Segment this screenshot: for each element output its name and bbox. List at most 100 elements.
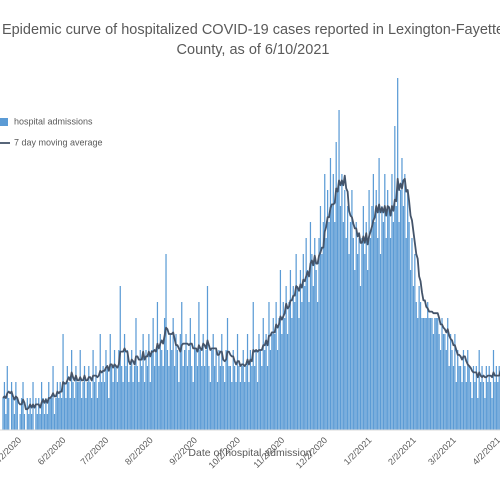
bar xyxy=(219,366,221,430)
bar xyxy=(435,318,437,430)
bar xyxy=(242,350,244,430)
bar xyxy=(367,270,369,430)
bar xyxy=(38,398,40,430)
bar xyxy=(136,366,139,430)
bar xyxy=(81,398,83,430)
bar xyxy=(49,398,51,430)
bar xyxy=(19,414,21,430)
bar xyxy=(355,222,357,430)
moving-average-line xyxy=(2,174,500,411)
bar xyxy=(214,366,216,430)
bar xyxy=(414,254,416,430)
bar xyxy=(51,398,53,430)
bar xyxy=(458,366,460,430)
bar xyxy=(141,366,143,430)
bar xyxy=(53,414,56,430)
bar xyxy=(166,350,169,430)
bar xyxy=(191,366,193,430)
bar xyxy=(146,366,149,430)
bar xyxy=(369,238,372,430)
bar xyxy=(52,366,54,430)
bar xyxy=(432,334,435,430)
bar xyxy=(162,366,164,430)
bar xyxy=(490,382,492,430)
bar xyxy=(315,270,317,430)
bar xyxy=(116,382,119,430)
bar xyxy=(278,318,280,430)
bar xyxy=(194,334,196,430)
bar xyxy=(391,174,393,430)
bar xyxy=(417,318,419,430)
bar xyxy=(375,190,377,430)
bar xyxy=(215,350,217,430)
bar xyxy=(153,366,156,430)
bar xyxy=(364,254,366,430)
bar xyxy=(427,302,429,430)
bar xyxy=(182,366,184,430)
bar xyxy=(126,350,129,430)
bar xyxy=(262,318,264,430)
bar xyxy=(398,222,400,430)
bar xyxy=(357,254,359,430)
bar xyxy=(93,382,96,430)
bar xyxy=(382,222,384,430)
bar xyxy=(484,398,486,430)
bar xyxy=(447,318,449,430)
bar xyxy=(122,382,124,430)
bar xyxy=(402,206,405,430)
bar xyxy=(83,366,86,430)
bar xyxy=(482,382,485,430)
bar xyxy=(169,334,171,430)
bar xyxy=(261,366,263,430)
bar xyxy=(206,286,209,430)
bar xyxy=(244,382,246,430)
bar xyxy=(59,382,61,430)
bar xyxy=(78,382,80,430)
bar xyxy=(288,302,290,430)
bar xyxy=(48,382,50,430)
bar xyxy=(73,398,76,430)
bar xyxy=(468,366,470,430)
bar xyxy=(88,366,90,430)
bar xyxy=(365,222,367,430)
bar xyxy=(91,398,93,430)
bar xyxy=(132,382,134,430)
bar xyxy=(6,366,8,430)
bar xyxy=(404,174,406,430)
bar xyxy=(165,254,167,430)
legend-label: hospital admissions xyxy=(14,116,93,126)
bar xyxy=(143,382,146,430)
bar xyxy=(135,318,137,430)
bar xyxy=(281,334,283,430)
bar xyxy=(488,366,490,430)
bar xyxy=(345,238,347,430)
bar xyxy=(71,350,73,430)
bar xyxy=(173,366,176,430)
bar xyxy=(145,350,147,430)
bar xyxy=(138,382,140,430)
bar xyxy=(118,350,120,430)
bar xyxy=(487,382,489,430)
bar xyxy=(354,270,356,430)
bar xyxy=(471,398,473,430)
bar xyxy=(265,334,267,430)
bar xyxy=(221,334,223,430)
bar xyxy=(271,334,273,430)
bar xyxy=(228,366,230,430)
bar xyxy=(255,350,257,430)
bar xyxy=(79,350,81,430)
bar xyxy=(294,302,296,430)
bar xyxy=(266,366,269,430)
bar xyxy=(8,398,10,430)
bar xyxy=(155,350,157,430)
bar xyxy=(205,350,207,430)
bar xyxy=(111,366,113,430)
bar xyxy=(338,110,340,430)
bar xyxy=(199,350,201,430)
bar xyxy=(82,382,84,430)
bar xyxy=(438,334,440,430)
bar xyxy=(351,190,353,430)
bar xyxy=(175,334,177,430)
bar xyxy=(497,382,499,430)
bar xyxy=(296,286,299,430)
